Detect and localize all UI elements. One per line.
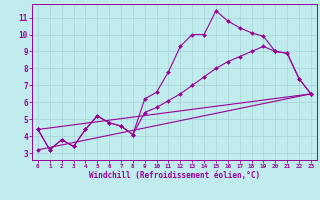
X-axis label: Windchill (Refroidissement éolien,°C): Windchill (Refroidissement éolien,°C): [89, 171, 260, 180]
